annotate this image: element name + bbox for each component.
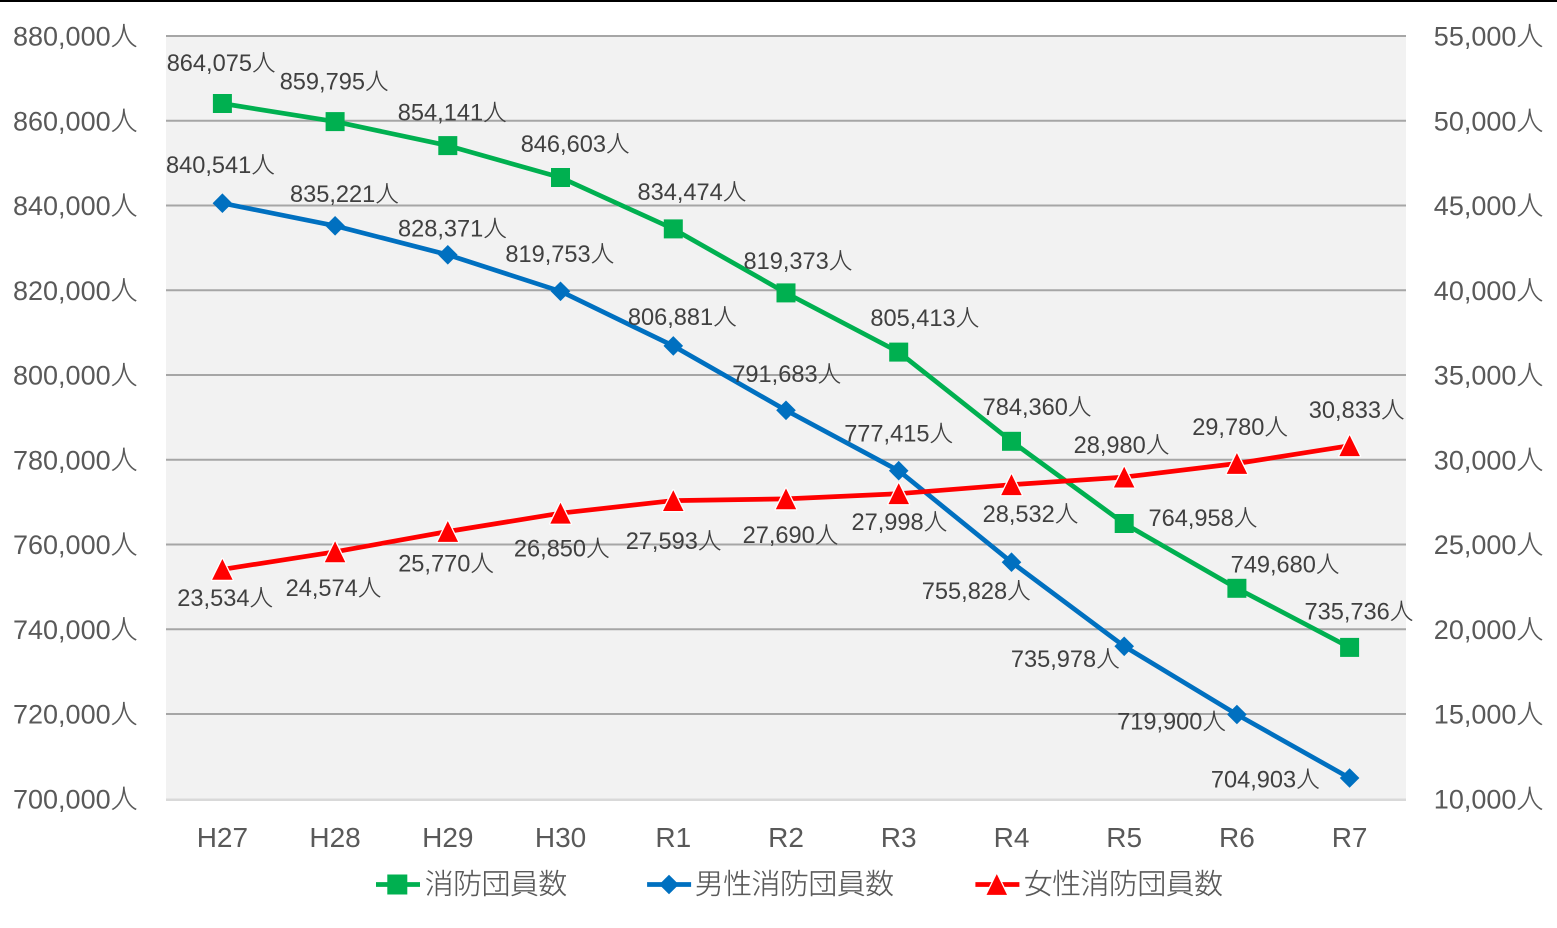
svg-text:719,900: 719,900 [1117,710,1202,736]
svg-text:780,000: 780,000 [13,445,111,475]
svg-text:R5: R5 [1106,822,1142,853]
svg-text:860,000: 860,000 [13,106,111,136]
svg-text:764,958: 764,958 [1149,506,1234,532]
svg-text:791,683: 791,683 [732,362,817,388]
svg-text:20,000: 20,000 [1434,615,1517,645]
svg-text:15,000: 15,000 [1434,700,1517,730]
svg-text:834,474: 834,474 [638,180,723,206]
svg-text:819,753: 819,753 [505,242,590,268]
svg-text:27,690: 27,690 [743,523,815,549]
svg-text:R7: R7 [1332,822,1368,853]
svg-text:720,000: 720,000 [13,700,111,730]
svg-text:749,680: 749,680 [1231,552,1316,578]
svg-text:28,980: 28,980 [1074,433,1146,459]
svg-text:30,000: 30,000 [1434,445,1517,475]
svg-text:846,603: 846,603 [521,132,606,158]
svg-text:H30: H30 [535,822,586,853]
svg-text:R6: R6 [1219,822,1255,853]
svg-text:880,000: 880,000 [13,22,111,52]
svg-text:40,000: 40,000 [1434,276,1517,306]
svg-text:27,998: 27,998 [852,510,924,536]
svg-text:30,833: 30,833 [1309,398,1381,424]
svg-text:840,541: 840,541 [166,153,251,179]
svg-text:25,770: 25,770 [398,552,470,578]
svg-text:755,828: 755,828 [922,579,1007,605]
svg-text:854,141: 854,141 [398,101,483,127]
svg-text:R1: R1 [655,822,691,853]
svg-text:R3: R3 [881,822,917,853]
svg-text:23,534: 23,534 [177,586,249,612]
svg-text:784,360: 784,360 [983,395,1068,421]
svg-text:805,413: 805,413 [870,306,955,332]
svg-text:24,574: 24,574 [286,576,358,602]
svg-text:25,000: 25,000 [1434,530,1517,560]
svg-text:735,736: 735,736 [1305,600,1390,626]
svg-text:819,373: 819,373 [744,249,829,275]
svg-text:29,780: 29,780 [1192,415,1264,441]
svg-text:740,000: 740,000 [13,615,111,645]
svg-text:55,000: 55,000 [1434,22,1517,52]
svg-text:835,221: 835,221 [290,182,375,208]
svg-text:800,000: 800,000 [13,361,111,391]
svg-text:H29: H29 [422,822,473,853]
svg-text:777,415: 777,415 [844,422,929,448]
svg-text:50,000: 50,000 [1434,106,1517,136]
svg-text:35,000: 35,000 [1434,361,1517,391]
svg-text:700,000: 700,000 [13,784,111,814]
svg-text:828,371: 828,371 [398,217,483,243]
svg-text:H27: H27 [197,822,248,853]
svg-text:820,000: 820,000 [13,276,111,306]
svg-text:840,000: 840,000 [13,191,111,221]
svg-text:26,850: 26,850 [514,537,586,563]
svg-text:H28: H28 [309,822,360,853]
svg-text:10,000: 10,000 [1434,784,1517,814]
svg-text:735,978: 735,978 [1011,647,1096,673]
svg-text:R4: R4 [994,822,1030,853]
svg-text:760,000: 760,000 [13,530,111,560]
svg-text:27,593: 27,593 [626,529,698,555]
svg-text:704,903: 704,903 [1211,767,1296,793]
svg-text:45,000: 45,000 [1434,191,1517,221]
svg-text:859,795: 859,795 [280,70,365,96]
svg-text:R2: R2 [768,822,804,853]
svg-text:806,881: 806,881 [628,305,713,331]
svg-text:28,532: 28,532 [983,502,1055,528]
svg-text:864,075: 864,075 [167,51,252,77]
